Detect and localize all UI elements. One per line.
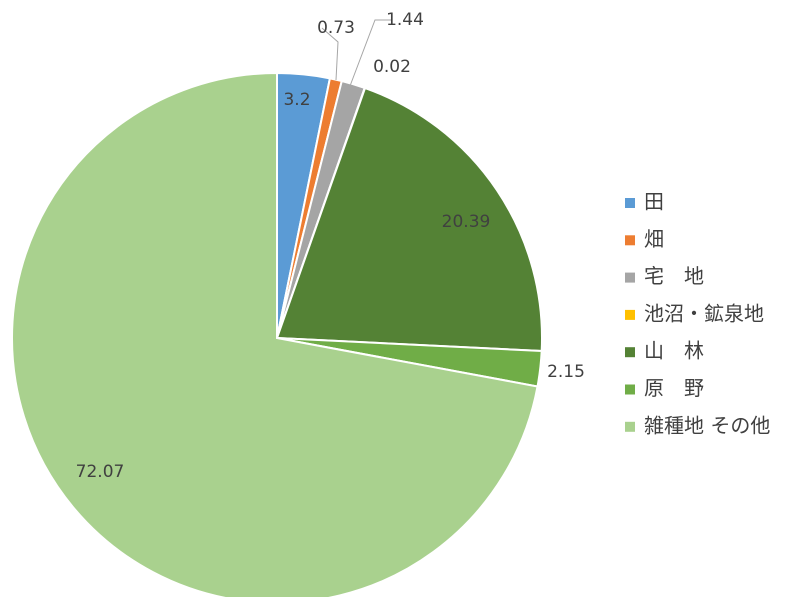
legend-swatch <box>625 235 635 246</box>
legend-swatch <box>625 384 635 395</box>
data-label: 2.15 <box>547 362 585 382</box>
leader-line <box>321 27 339 81</box>
legend-label: 雑種地 その他 <box>644 413 770 437</box>
legend-swatch <box>625 421 635 432</box>
pie-slice <box>11 71 539 597</box>
data-label: 20.39 <box>442 212 491 232</box>
legend-swatch <box>625 272 635 283</box>
data-label: 72.07 <box>76 462 125 482</box>
legend-label: 田 <box>644 190 664 214</box>
legend-label: 池沼・鉱泉地 <box>644 301 764 325</box>
legend-swatch <box>625 347 635 358</box>
legend-label: 畑 <box>644 227 664 251</box>
data-label: 0.73 <box>317 18 355 38</box>
legend-label: 原 野 <box>644 376 704 400</box>
pie-slice <box>275 86 543 353</box>
data-label: 3.2 <box>283 90 310 110</box>
legend-swatch <box>625 198 635 208</box>
data-label: 1.44 <box>386 10 424 30</box>
leader-line <box>349 19 391 87</box>
legend-label: 宅 地 <box>644 264 704 288</box>
legend-label: 山 林 <box>644 339 704 363</box>
data-label: 0.02 <box>373 57 411 77</box>
legend-swatch <box>625 309 635 320</box>
